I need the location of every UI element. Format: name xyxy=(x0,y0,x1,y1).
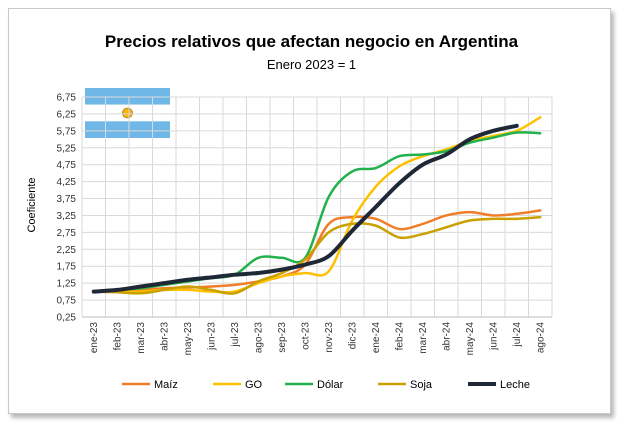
x-tick-label: sep-23 xyxy=(277,322,288,353)
series-lines xyxy=(91,116,542,295)
y-tick-label: 0,75 xyxy=(57,296,77,307)
series-line-leche xyxy=(91,123,519,294)
y-tick-label: 6,75 xyxy=(57,93,77,104)
flag-stripe-bottom xyxy=(85,121,170,138)
x-tick-label: ago-24 xyxy=(535,322,546,354)
x-tick-label: mar-23 xyxy=(136,322,147,354)
y-tick-label: 4,25 xyxy=(57,177,77,188)
legend-label-leche: Leche xyxy=(500,379,530,391)
chart-frame xyxy=(8,8,611,414)
y-tick-label: 4,75 xyxy=(57,160,77,171)
y-axis-ticks: 0,25 0,75 1,25 1,75 2,25 2,75 3,25 3,75 4,25 4,75… xyxy=(57,93,77,324)
x-tick-label: abr-23 xyxy=(159,322,170,351)
x-tick-label: oct-23 xyxy=(300,322,311,350)
x-tick-label: ene-23 xyxy=(89,322,100,354)
y-tick-label: 2,75 xyxy=(57,228,77,239)
legend: Maíz GO Dólar Soja Leche xyxy=(122,379,530,391)
y-tick-label: 6,25 xyxy=(57,109,77,120)
flag-stripe-top xyxy=(85,88,170,105)
x-tick-label: ago-23 xyxy=(253,322,264,354)
x-tick-label: mar-24 xyxy=(418,322,429,354)
x-tick-label: may-24 xyxy=(465,322,476,356)
legend-label-dolar: Dólar xyxy=(317,379,344,391)
y-tick-label: 5,75 xyxy=(57,126,77,137)
x-tick-label: feb-23 xyxy=(112,322,123,351)
y-tick-label: 2,25 xyxy=(57,245,77,256)
legend-label-maiz: Maíz xyxy=(154,379,178,391)
y-tick-label: 3,75 xyxy=(57,194,77,205)
x-tick-label: jun-24 xyxy=(488,322,499,351)
y-tick-label: 3,25 xyxy=(57,211,77,222)
legend-label-go: GO xyxy=(245,379,263,391)
y-tick-label: 1,75 xyxy=(57,262,77,273)
x-tick-label: may-23 xyxy=(183,322,194,356)
chart-subtitle: Enero 2023 = 1 xyxy=(266,57,357,72)
y-tick-label: 1,25 xyxy=(57,279,77,290)
x-tick-label: jul-23 xyxy=(230,322,241,348)
argentina-flag xyxy=(85,88,170,138)
x-tick-label: feb-24 xyxy=(394,322,405,351)
y-tick-label: 5,25 xyxy=(57,143,77,154)
x-tick-label: abr-24 xyxy=(441,322,452,351)
chart-title: Precios relativos que afectan negocio en… xyxy=(104,32,519,51)
x-tick-label: nov-23 xyxy=(324,322,335,353)
x-tick-label: dic-23 xyxy=(347,322,358,350)
y-tick-label: 0,25 xyxy=(57,313,77,324)
series-line-soja xyxy=(92,215,542,295)
x-tick-label: jun-23 xyxy=(206,322,217,351)
x-tick-label: jul-24 xyxy=(512,322,523,348)
x-tick-label: ene-24 xyxy=(371,322,382,354)
x-axis-ticks: ene-23 feb-23 mar-23 abr-23 may-23 jun-23 jul-… xyxy=(89,322,547,356)
sun-of-may-icon xyxy=(122,107,133,119)
legend-label-soja: Soja xyxy=(410,379,433,391)
y-axis-label: Coeficiente xyxy=(26,177,38,232)
